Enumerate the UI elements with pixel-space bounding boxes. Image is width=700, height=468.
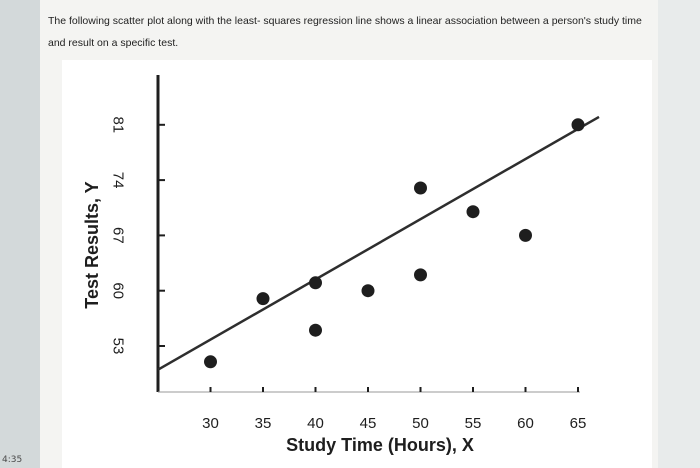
left-background [0,0,40,468]
ticks [158,123,579,392]
y-tick-label: 81 [110,116,127,133]
x-tick-label: 30 [202,415,219,432]
data-point [519,228,532,242]
data-point [571,118,585,132]
x-tick-label: 45 [360,415,377,432]
data-point [414,268,427,282]
data-point [256,292,270,306]
y-tick-label: 67 [110,227,127,244]
y-axis-title: Test Results, Y [82,181,102,308]
x-tick-label: 50 [412,415,429,432]
timestamp: 4:35 [2,455,23,465]
regression-line-layer [157,115,600,371]
x-tick-label: 55 [465,415,482,432]
x-tick-label: 35 [255,415,272,432]
labels-layer: 53 60 67 74 81 30 35 40 45 50 55 60 65 Study Time (Ho… [82,116,586,455]
points-layer [204,118,585,369]
y-tick-label: 60 [110,282,127,299]
y-tick-label: 53 [110,338,127,355]
data-point [414,181,427,195]
data-point [204,355,217,369]
question-text: The following scatter plot along with th… [48,15,642,49]
right-background [658,0,700,468]
data-point [309,276,322,290]
x-tick-label: 60 [517,415,534,432]
x-axis-title: Study Time (Hours), X [286,435,474,455]
axes [156,75,580,393]
data-point [361,284,375,298]
data-point [466,205,480,219]
data-point [309,323,322,337]
x-tick-label: 65 [570,415,587,432]
plot-panel [62,60,652,468]
regression-line [157,115,600,371]
y-tick-label: 74 [110,172,127,189]
x-tick-label: 40 [307,415,324,432]
